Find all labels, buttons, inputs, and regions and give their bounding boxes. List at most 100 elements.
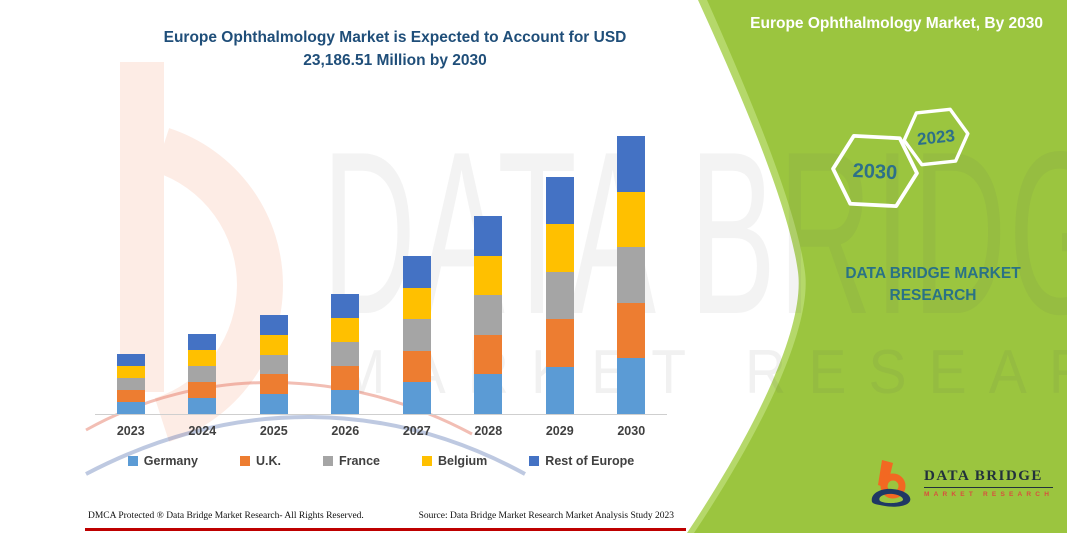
legend-swatch	[529, 456, 540, 466]
legend-label: France	[338, 454, 380, 468]
bar-2024-belgium	[188, 350, 217, 366]
hexagon-2023-outline	[902, 107, 970, 167]
footer-dmca: DMCA Protected ® Data Bridge Market Rese…	[88, 511, 364, 521]
legend-label: U.K.	[255, 454, 281, 468]
bar-2026-germany	[331, 390, 360, 414]
bar-2028-germany	[474, 374, 503, 414]
brand-caption: DATA BRIDGE MARKET RESEARCH	[845, 265, 1021, 305]
bar-column-2029	[524, 129, 596, 414]
footer: DMCA Protected ® Data Bridge Market Rese…	[88, 511, 674, 521]
bar-2026-rest-of-europe	[331, 294, 360, 318]
bar-2029-france	[545, 271, 574, 320]
bar-2025-u-k-	[259, 374, 288, 395]
x-axis-label-2029: 2029	[545, 424, 574, 438]
bar-column-2028	[453, 129, 525, 414]
panel-heading: Europe Ophthalmology Market, By 2030	[750, 15, 1043, 32]
x-axis-label-2024: 2024	[188, 424, 217, 438]
bar-2027-germany	[402, 382, 431, 414]
stacked-bar-2030	[617, 136, 646, 414]
bar-column-2023	[95, 129, 167, 414]
bar-2023-germany	[116, 402, 145, 414]
chart-legend: Germany U.K. France Belgium Rest of Europe	[75, 454, 687, 468]
hexagon-badges: 2023 2030	[831, 107, 970, 209]
bar-2025-germany	[259, 394, 288, 414]
bar-2030-belgium	[617, 191, 646, 248]
bar-2027-u-k-	[402, 350, 431, 383]
legend-item-france: France	[322, 454, 380, 468]
bar-2028-france	[474, 295, 503, 335]
legend-label: Germany	[143, 454, 198, 468]
hexagon-2030: 2030	[831, 133, 919, 209]
legend-item-u-k-: U.K.	[239, 454, 281, 468]
bar-2023-rest-of-europe	[116, 354, 145, 366]
bar-2028-u-k-	[474, 334, 503, 375]
hexagon-2023: 2023	[902, 107, 970, 167]
hexagon-2030-label: 2030	[852, 160, 898, 184]
bar-2027-france	[402, 319, 431, 351]
bar-2029-germany	[545, 366, 574, 414]
legend-item-belgium: Belgium	[421, 454, 488, 468]
bar-column-2030	[596, 129, 668, 414]
bar-column-2026	[310, 129, 382, 414]
bar-2026-france	[331, 342, 360, 366]
hexagon-2023-label: 2023	[916, 126, 956, 149]
bar-2030-rest-of-europe	[617, 136, 646, 192]
bar-2023-u-k-	[116, 390, 145, 402]
stacked-bar-2027	[402, 256, 431, 414]
x-axis-label-2023: 2023	[116, 424, 145, 438]
bar-2029-u-k-	[545, 319, 574, 367]
bar-2029-rest-of-europe	[545, 177, 574, 225]
bar-2025-rest-of-europe	[259, 315, 288, 335]
bar-2023-france	[116, 378, 145, 390]
chart-title-line1: Europe Ophthalmology Market is Expected …	[163, 29, 627, 46]
bar-column-2027	[381, 129, 453, 414]
legend-swatch	[421, 456, 432, 466]
x-axis-label-2030: 2030	[617, 424, 646, 438]
bar-2023-belgium	[116, 366, 145, 378]
chart-title: Europe Ophthalmology Market is Expected …	[85, 26, 705, 73]
legend-label: Belgium	[437, 454, 488, 468]
green-panel-fill	[694, 0, 1067, 533]
bar-2030-france	[617, 247, 646, 303]
stacked-bar-2025	[259, 315, 288, 414]
bar-2030-germany	[617, 358, 646, 414]
bar-2029-belgium	[545, 224, 574, 272]
logo-wordmark: DATA BRIDGE	[924, 468, 1054, 488]
footer-source: Source: Data Bridge Market Research Mark…	[418, 511, 674, 521]
bar-2026-belgium	[331, 318, 360, 342]
bottom-accent-bar	[85, 528, 686, 531]
bar-chart-plot	[95, 129, 667, 415]
legend-label: Rest of Europe	[545, 454, 635, 468]
stacked-bar-2026	[331, 294, 360, 414]
stacked-bar-2029	[545, 177, 574, 414]
logo-tagline: MARKET RESEARCH	[924, 491, 1054, 498]
logo-text: DATA BRIDGE MARKET RESEARCH	[924, 468, 1054, 498]
bar-column-2025	[238, 129, 310, 414]
bar-2025-belgium	[259, 334, 288, 355]
bar-2030-u-k-	[617, 302, 646, 359]
x-axis-label-2027: 2027	[402, 424, 431, 438]
bar-2024-france	[188, 366, 217, 382]
legend-swatch	[239, 456, 250, 466]
bar-2027-belgium	[402, 287, 431, 320]
bar-2025-france	[259, 354, 288, 375]
b-icon-bowl	[880, 473, 906, 499]
x-axis-label-2026: 2026	[331, 424, 360, 438]
x-axis-labels: 2023 2024 2025 2026 2027 2028 2029 2030	[95, 424, 667, 438]
stacked-bar-2024	[188, 334, 217, 414]
stacked-bar-2028	[474, 216, 503, 414]
bar-2024-u-k-	[188, 382, 217, 398]
bar-column-2024	[167, 129, 239, 414]
bar-2028-rest-of-europe	[474, 216, 503, 256]
x-axis-label-2028: 2028	[474, 424, 503, 438]
chart-title-line2: 23,186.51 Million by 2030	[303, 52, 487, 70]
bar-2027-rest-of-europe	[402, 256, 431, 288]
hexagon-2030-outline	[831, 133, 919, 209]
bar-2028-belgium	[474, 255, 503, 296]
x-axis-label-2025: 2025	[259, 424, 288, 438]
legend-swatch	[127, 456, 138, 466]
stacked-bar-2023	[116, 354, 145, 414]
b-icon-swoosh	[871, 488, 911, 507]
